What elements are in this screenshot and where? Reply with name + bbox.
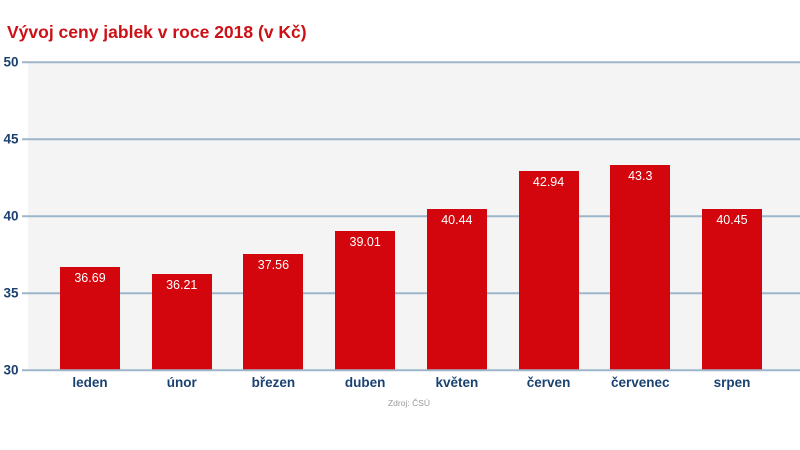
bar-value-label: 37.56 — [257, 257, 290, 272]
y-tick-45: 45 — [3, 131, 19, 147]
bar-value-label: 40.45 — [716, 213, 748, 228]
bar-srpen: 40.45 — [701, 209, 762, 370]
gridline-45 — [22, 138, 800, 140]
bar-value-label: 36.69 — [74, 270, 106, 285]
x-tick-leden: leden — [72, 375, 108, 390]
bar-březen: 37.56 — [243, 253, 304, 370]
bar-leden: 36.69 — [60, 266, 120, 370]
y-tick-35: 35 — [3, 285, 19, 301]
y-tick-40: 40 — [3, 208, 19, 224]
bar-value-label: 42.94 — [532, 174, 565, 189]
x-tick-únor: únor — [166, 375, 197, 390]
x-tick-srpen: srpen — [713, 375, 751, 390]
y-tick-50: 50 — [3, 54, 19, 70]
gridline-30 — [22, 369, 800, 371]
x-tick-květen: květen — [435, 375, 479, 390]
bar-value-label: 39.01 — [349, 235, 381, 250]
bar-value-label: 40.44 — [441, 213, 473, 228]
y-tick-30: 30 — [3, 362, 19, 378]
bar-value-label: 43.3 — [628, 169, 653, 184]
gridline-40 — [22, 215, 800, 217]
x-tick-březen: březen — [251, 375, 296, 390]
bar-duben: 39.01 — [335, 231, 396, 370]
bar-květen: 40.44 — [426, 209, 487, 370]
bar-únor: 36.21 — [151, 274, 212, 370]
x-tick-červenec: červenec — [611, 375, 670, 390]
plot-area: 36.69 36.21 37.56 39.01 40.44 42.94 43.3 40.45 — [22, 61, 800, 371]
chart-title: Vývoj ceny jablek v roce 2018 (v Kč) — [7, 22, 307, 42]
gridline-50 — [22, 61, 800, 63]
x-tick-červen: červen — [526, 375, 571, 390]
bar-červenec: 43.3 — [610, 165, 671, 370]
bar-červen: 42.94 — [518, 170, 579, 370]
source-credit: Zdroj: ČSÚ — [387, 398, 431, 408]
x-tick-duben: duben — [344, 375, 386, 390]
gridline-35 — [22, 292, 800, 294]
bar-value-label: 36.21 — [166, 278, 198, 293]
